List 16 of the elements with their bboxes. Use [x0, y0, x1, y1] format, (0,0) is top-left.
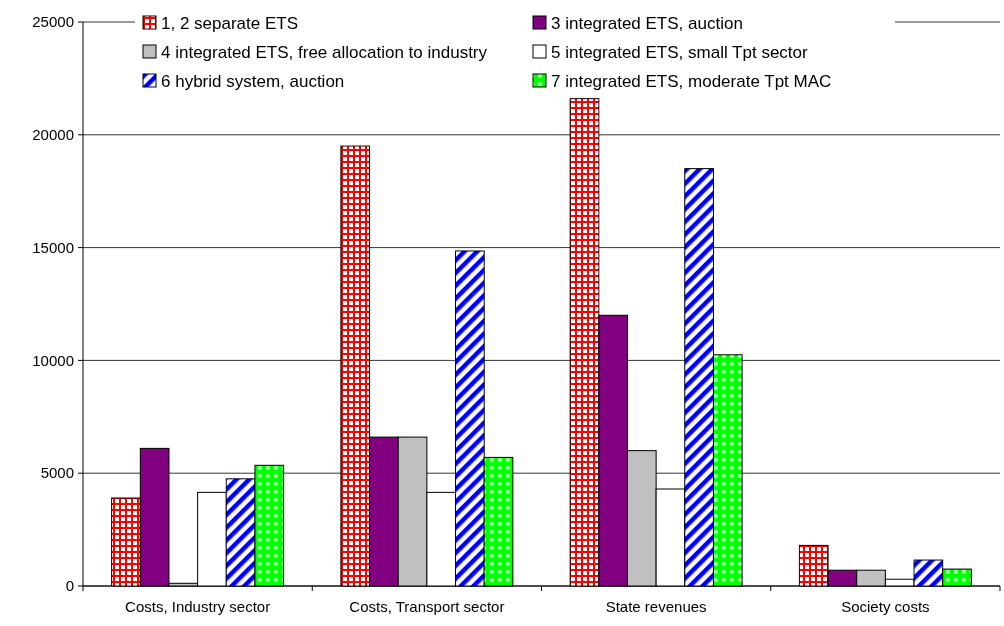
legend-label: 1, 2 separate ETS: [161, 13, 299, 33]
legend-label: 4 integrated ETS, free allocation to industry: [161, 42, 488, 62]
y-tick-label: 15000: [32, 238, 74, 256]
x-tick-label: Costs, Transport sector: [349, 598, 505, 615]
legend-label: 3 integrated ETS, auction: [551, 13, 743, 33]
y-tick-label: 5000: [40, 464, 74, 482]
x-tick-label: Costs, Industry sector: [125, 598, 271, 615]
y-tick-label: 25000: [32, 13, 74, 31]
y-tick-label: 0: [65, 577, 74, 595]
y-tick-label: 10000: [32, 351, 74, 369]
x-tick-label: State revenues: [605, 598, 707, 615]
legend-label: 5 integrated ETS, small Tpt sector: [551, 42, 809, 62]
y-tick-label: 20000: [32, 126, 74, 144]
legend-label: 6 hybrid system, auction: [161, 71, 345, 91]
x-tick-label: Society costs: [841, 598, 930, 615]
legend-label: 7 integrated ETS, moderate Tpt MAC: [551, 71, 832, 91]
